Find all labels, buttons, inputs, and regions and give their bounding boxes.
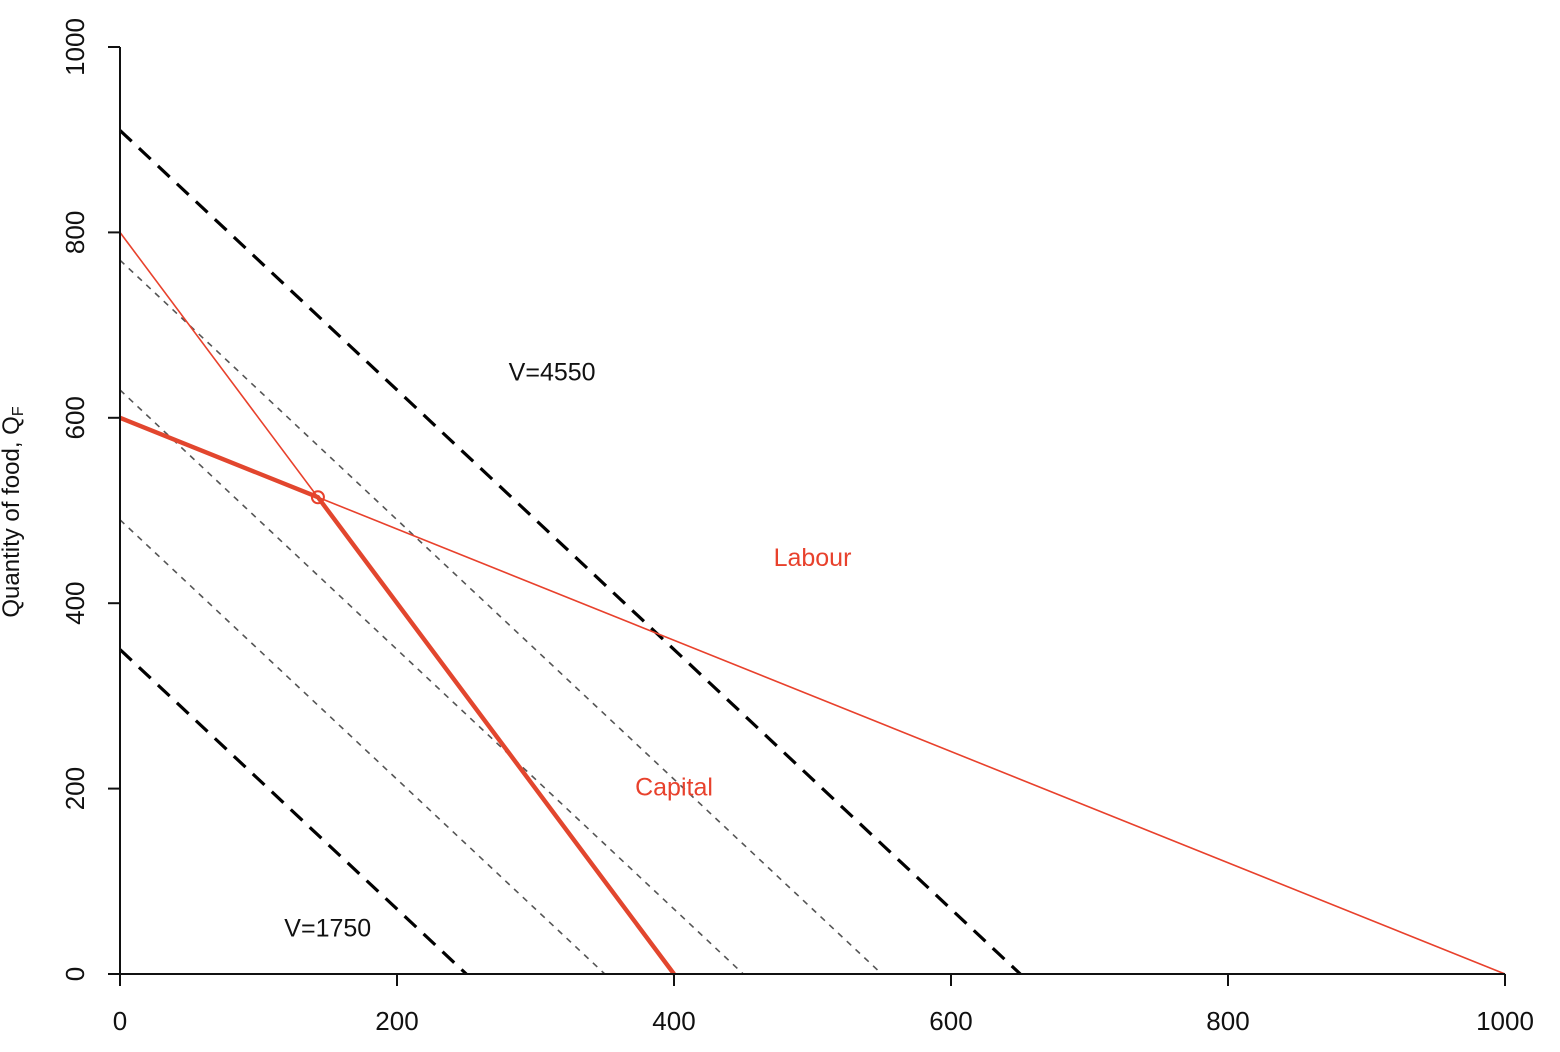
- annotations: V=4550 V=1750 Labour Capital: [284, 358, 851, 942]
- y-tick-label-800: 800: [60, 211, 90, 254]
- y-tick-label-600: 600: [60, 396, 90, 439]
- y-tick-label-400: 400: [60, 582, 90, 625]
- x-tick-label-1000: 1000: [1476, 1006, 1534, 1036]
- x-tick-label-200: 200: [375, 1006, 418, 1036]
- series-line-5: [119, 519, 606, 975]
- plot-lines: [118, 129, 1506, 976]
- series-line-1: [118, 129, 1022, 976]
- series-line-3: [119, 259, 883, 975]
- y-tick-label-1000: 1000: [60, 18, 90, 76]
- x-tick-label-400: 400: [652, 1006, 695, 1036]
- y-tick-label-0: 0: [60, 967, 90, 981]
- y-axis-title: Quantity of food, QF: [0, 406, 27, 617]
- y-axis-title-text: Quantity of food, Q: [0, 416, 25, 617]
- annotation-3: Labour: [774, 544, 852, 572]
- annotation-4: Capital: [635, 774, 713, 802]
- annotation-1: V=4550: [509, 358, 596, 386]
- series-line-2: [118, 648, 468, 976]
- intersection-marker-1: [310, 490, 325, 505]
- y-axis-title-subscript: F: [10, 406, 27, 416]
- series-line-4: [119, 389, 744, 975]
- x-tick-label-0: 0: [113, 1006, 127, 1036]
- axes: 0 200 400 600 800 1000 0 200 400 600 800 1000: [60, 18, 1534, 1036]
- x-tick-label-800: 800: [1206, 1006, 1249, 1036]
- y-tick-label-200: 200: [60, 767, 90, 810]
- x-tick-label-600: 600: [929, 1006, 972, 1036]
- annotation-2: V=1750: [284, 915, 371, 943]
- series-line-7: [119, 417, 1506, 975]
- series-line-8: [119, 415, 676, 976]
